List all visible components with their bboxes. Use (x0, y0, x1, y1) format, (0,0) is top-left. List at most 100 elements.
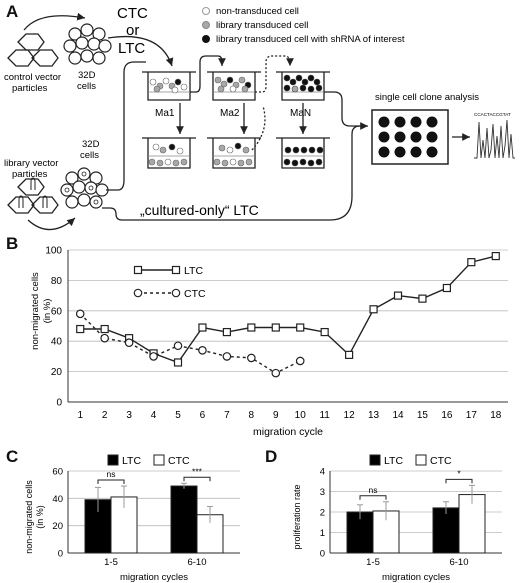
chart-b-legend-marker-ctc (171, 288, 181, 298)
chart-c-significance-label: *** (192, 466, 203, 476)
chart-b-point-ltc (222, 327, 231, 337)
chart-b-point-ltc (369, 305, 378, 314)
chart-b-point-ctc (222, 352, 232, 361)
chart-d-legend-label-ltc: LTC (384, 455, 403, 467)
control-vector-label-line1: control vector (4, 72, 61, 83)
chart-b-point-ctc (271, 368, 281, 378)
chart-c-ylabel-line2: (in %) (35, 505, 45, 529)
ltc-label: LTC (118, 40, 145, 57)
chart-d-significance-label: * (457, 468, 461, 478)
chart-b-point-ctc (198, 346, 207, 355)
chart-b-ytick: 100 (45, 246, 62, 257)
well-man-bottom (276, 137, 330, 169)
chart-d-significance-bracket (445, 478, 473, 484)
chart-d-bar-ctc (372, 510, 400, 554)
library-vector-label-line1: library vector (4, 158, 58, 169)
chart-b-xtick: 9 (273, 410, 279, 421)
chart-b-point-ltc (247, 323, 256, 332)
chart-c-legend-label-ctc: CTC (168, 455, 190, 467)
chart-d-ytick: 1 (320, 528, 325, 539)
cultured-only-path (102, 125, 361, 221)
arrow-man-to-plate (324, 91, 368, 130)
chart-b-xtick: 8 (249, 410, 255, 421)
arrow-library-to-cells (27, 217, 76, 231)
chart-b-xtick: 12 (344, 410, 356, 421)
chart-b-xtick: 1 (77, 410, 83, 421)
chart-b-xtick: 5 (175, 410, 181, 421)
sequence-chromatogram (474, 119, 515, 159)
cells-cluster-bottom-inner (64, 171, 99, 205)
chart-b-point-ltc (442, 283, 451, 293)
legend-marker-nontransduced (202, 7, 210, 15)
chart-b-ytick: 80 (51, 276, 63, 287)
chart-c-bar-ltc (170, 485, 198, 554)
well-ma2-top (207, 71, 261, 101)
clone-analysis-label: single cell clone analysis (375, 92, 479, 103)
panel-label-a: A (6, 2, 19, 21)
chart-c-xlabel: migration cycles (120, 572, 188, 583)
cells-cluster-top (63, 23, 112, 65)
well-ma1-top (142, 71, 196, 101)
panel-label-d: D (265, 447, 278, 466)
chart-b-ylabel-line1: non-migrated cells (30, 272, 41, 350)
ctc-label: CTC (117, 5, 148, 22)
chart-c-bar: non-migrated cells (in %) migration cycl… (24, 454, 240, 583)
chart-b-point-ltc (198, 323, 207, 332)
chart-b-point-ltc (76, 324, 85, 334)
well-ma2-bottom (207, 137, 261, 169)
chart-b-point-ltc (271, 323, 280, 332)
chart-b-point-ctc (75, 309, 85, 319)
library-vector-hexagons (7, 178, 59, 214)
chart-c-ytick: 20 (52, 521, 63, 532)
chart-d-ytick: 2 (320, 508, 325, 519)
chart-c-ytick: 40 (52, 494, 63, 505)
panel-label-b: B (6, 234, 19, 253)
arrow-ma1-to-ma2 (190, 55, 226, 93)
chart-b-ytick: 0 (56, 398, 62, 409)
cells-top-label-line2: cells (77, 81, 96, 92)
chart-c-ytick: 60 (52, 467, 63, 478)
chart-b-ytick: 20 (51, 367, 63, 378)
chart-c-legend-swatch-ctc (153, 454, 165, 466)
arrow-ma2-to-man (255, 55, 294, 93)
arrow-cells-to-ma1 (107, 35, 174, 67)
legend-label-shrna: library transduced cell with shRNA of in… (216, 34, 405, 45)
chart-b-xtick: 15 (417, 410, 429, 421)
well-ma1-bottom (142, 137, 196, 169)
chart-b-point-ctc (247, 353, 256, 363)
chart-d-ylabel: proliferation rate (292, 484, 302, 549)
chart-c-xtick: 6-10 (187, 557, 206, 568)
dotted-arrow-ma2-up (251, 105, 266, 151)
ma2-label: Ma2 (220, 108, 240, 119)
chart-b-legend-marker-ctc (133, 288, 143, 298)
chart-d-significance-bracket (359, 495, 387, 500)
chart-b-point-ltc (100, 324, 109, 334)
chart-b-xtick: 6 (200, 410, 206, 421)
cells-bottom-label-line1: 32D (82, 139, 100, 150)
chart-b-ytick: 40 (51, 337, 63, 348)
chart-b-point-ctc (295, 356, 305, 366)
chart-b-xtick: 2 (102, 410, 108, 421)
chart-c-significance-bracket (97, 479, 125, 485)
chart-b-point-ltc (173, 358, 183, 367)
chart-d-bar: proliferation rate migration cycles 0 1 2 3… (292, 454, 502, 583)
chart-c-ylabel-line1: non-migrated cells (24, 480, 34, 554)
sequence-text: CCACTACCGTAT (474, 112, 511, 117)
cells-top-label-line1: 32D (78, 70, 96, 81)
man-label: MaN (290, 108, 311, 119)
control-vector-label-line2: particles (12, 83, 48, 94)
chart-d-ytick: 4 (320, 467, 325, 478)
clone-plate (371, 109, 449, 165)
chart-d-significance-label: ns (369, 485, 378, 495)
chart-b-xtick: 13 (368, 410, 380, 421)
chart-b-legend-label-ltc: LTC (184, 265, 203, 277)
or-label: or (126, 22, 139, 39)
chart-b-xtick: 11 (319, 410, 330, 421)
chart-d-bar-ltc (432, 507, 460, 554)
chart-b-point-ltc (491, 251, 500, 261)
chart-b-xtick: 14 (392, 410, 404, 421)
connector-bottom-to-top (106, 61, 146, 191)
shrna-hairpin-icons (18, 177, 48, 208)
panel-label-c: C (6, 447, 19, 466)
library-vector-label-line2: particles (12, 169, 48, 180)
